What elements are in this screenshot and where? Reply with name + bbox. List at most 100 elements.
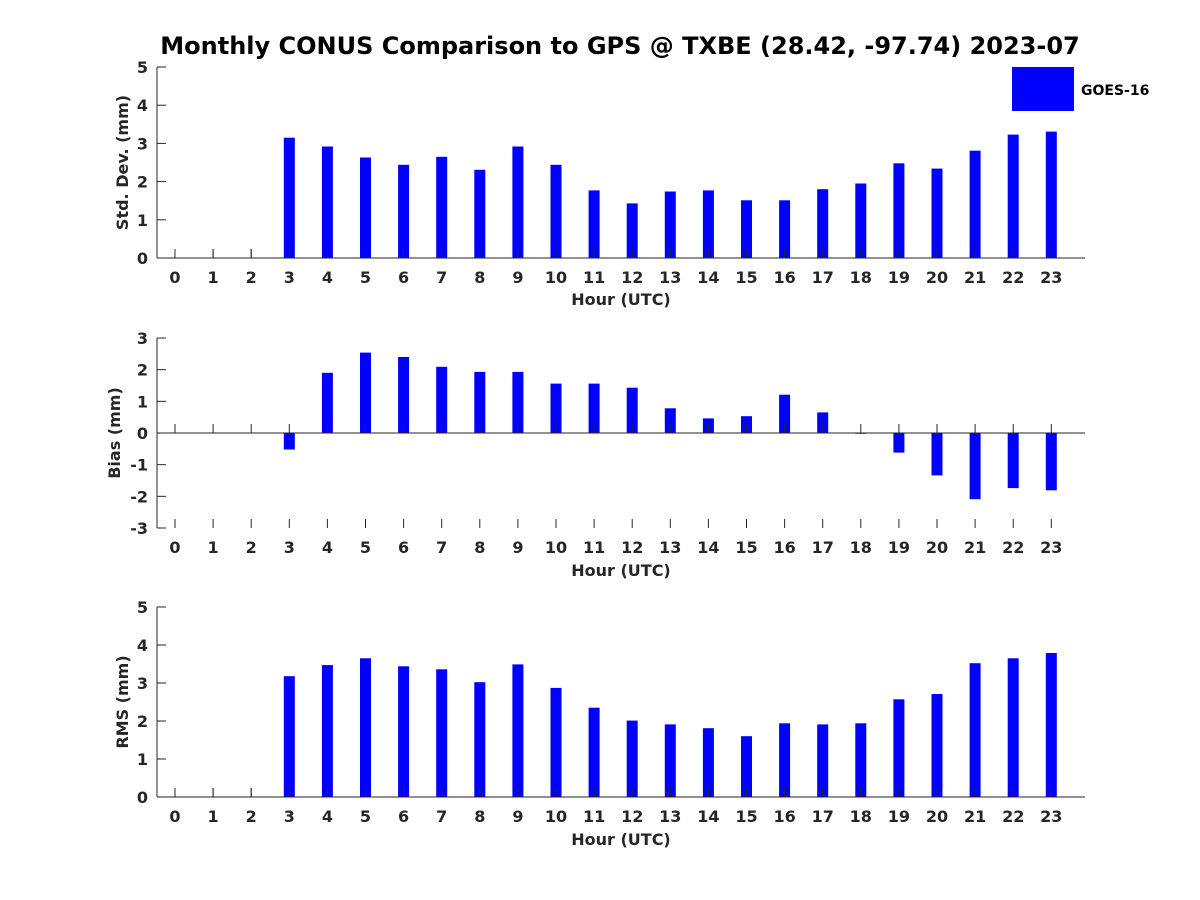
bar-hour-22: [1007, 658, 1019, 797]
x-tick-label: 12: [621, 268, 643, 287]
bar-hour-5: [360, 157, 371, 258]
x-tick-label: 0: [169, 538, 180, 557]
y-tick-label: -2: [130, 487, 148, 506]
y-tick-label: 0: [137, 249, 148, 268]
bar-hour-21: [969, 433, 981, 500]
bar-hour-4: [321, 665, 333, 797]
bar-hour-5: [360, 658, 371, 797]
bar-hour-19: [893, 699, 905, 797]
x-tick-label: 23: [1040, 268, 1062, 287]
x-tick-label: 0: [169, 807, 180, 826]
bar-hour-15: [741, 736, 752, 797]
bar-hour-14: [702, 728, 714, 797]
x-axis-label: Hour (UTC): [571, 830, 671, 849]
bar-hour-11: [588, 383, 600, 433]
x-tick-label: 11: [583, 807, 605, 826]
bar-hour-22: [1007, 433, 1019, 489]
x-tick-label: 14: [697, 538, 719, 557]
x-tick-label: 17: [812, 807, 834, 826]
x-tick-label: 20: [926, 807, 948, 826]
y-tick-label: 3: [137, 674, 148, 693]
x-tick-label: 18: [850, 538, 872, 557]
bar-hour-17: [817, 189, 829, 258]
bar-hour-19: [893, 433, 905, 453]
bar-hour-18: [855, 183, 867, 258]
bar-hour-13: [664, 724, 676, 797]
y-axis-label: Bias (mm): [105, 387, 124, 479]
y-tick-label: 2: [137, 712, 148, 731]
bar-hour-6: [398, 164, 410, 258]
x-axis-label: Hour (UTC): [571, 290, 671, 309]
x-tick-label: 17: [812, 268, 834, 287]
x-tick-label: 16: [773, 807, 795, 826]
x-tick-label: 21: [964, 807, 986, 826]
y-tick-label: 0: [137, 424, 148, 443]
x-tick-label: 8: [474, 538, 485, 557]
x-tick-label: 2: [246, 538, 257, 557]
x-tick-label: 20: [926, 268, 948, 287]
bar-hour-3: [283, 676, 295, 797]
legend-swatch: [1012, 67, 1074, 111]
x-tick-label: 5: [360, 268, 371, 287]
x-tick-label: 6: [398, 807, 409, 826]
x-tick-label: 19: [888, 268, 910, 287]
x-tick-label: 19: [888, 807, 910, 826]
x-tick-label: 18: [850, 268, 872, 287]
y-tick-label: 4: [137, 636, 148, 655]
x-tick-label: 0: [169, 268, 180, 287]
x-tick-label: 21: [964, 538, 986, 557]
bar-hour-9: [512, 664, 524, 797]
x-tick-label: 7: [436, 807, 447, 826]
y-tick-label: 2: [137, 361, 148, 380]
bar-hour-19: [893, 163, 905, 258]
bar-hour-12: [626, 387, 638, 433]
bar-hour-4: [321, 146, 333, 258]
bar-hour-10: [550, 383, 562, 433]
bar-hour-8: [474, 682, 486, 797]
bar-hour-8: [474, 371, 486, 433]
bar-hour-7: [436, 156, 448, 258]
y-tick-label: 5: [137, 58, 148, 77]
bar-hour-23: [1045, 131, 1057, 258]
x-tick-label: 3: [284, 538, 295, 557]
x-tick-label: 4: [322, 538, 333, 557]
legend-label: GOES-16: [1081, 83, 1149, 99]
x-tick-label: 17: [812, 538, 834, 557]
x-tick-label: 6: [398, 268, 409, 287]
bar-hour-10: [550, 687, 562, 797]
bar-hour-13: [664, 191, 676, 258]
x-tick-label: 10: [545, 807, 567, 826]
x-axis-label: Hour (UTC): [571, 561, 671, 580]
bar-hour-11: [588, 707, 600, 797]
x-tick-label: 11: [583, 538, 605, 557]
x-tick-label: 13: [659, 807, 681, 826]
bar-hour-22: [1007, 134, 1019, 258]
x-tick-label: 9: [512, 807, 523, 826]
x-tick-label: 14: [697, 807, 719, 826]
bar-hour-16: [779, 200, 791, 258]
x-tick-label: 9: [512, 538, 523, 557]
bar-hour-4: [321, 372, 333, 433]
bar-hour-21: [969, 150, 981, 258]
bar-hour-3: [283, 137, 295, 258]
x-tick-label: 1: [208, 538, 219, 557]
x-tick-label: 22: [1002, 538, 1024, 557]
y-tick-label: 2: [137, 173, 148, 192]
bar-hour-14: [702, 190, 714, 258]
x-tick-label: 13: [659, 538, 681, 557]
bar-hour-20: [931, 168, 943, 258]
x-tick-label: 20: [926, 538, 948, 557]
bar-hour-17: [817, 412, 829, 433]
bar-hour-6: [398, 666, 410, 797]
bar-hour-15: [741, 200, 752, 258]
y-tick-label: 1: [137, 392, 148, 411]
x-tick-label: 15: [735, 807, 757, 826]
x-tick-label: 4: [322, 807, 333, 826]
bar-hour-18: [855, 723, 867, 797]
x-tick-label: 15: [735, 268, 757, 287]
